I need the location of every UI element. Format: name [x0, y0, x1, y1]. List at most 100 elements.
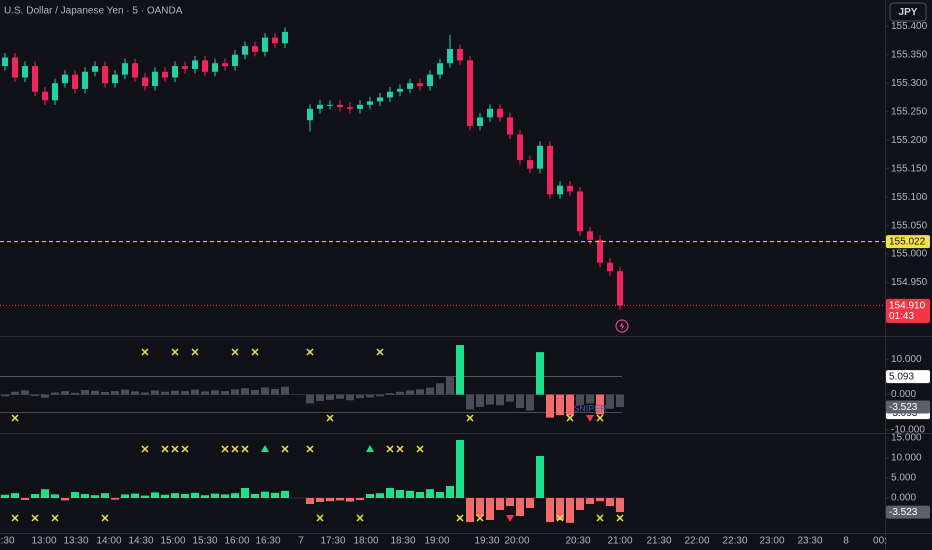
histogram-bar — [1, 494, 9, 498]
alert-circle[interactable] — [615, 319, 629, 333]
histogram-bar — [466, 498, 474, 522]
histogram-bar — [416, 492, 424, 498]
histogram-bar — [496, 394, 504, 406]
signal-up-triangle — [261, 445, 269, 452]
signal-cross — [241, 445, 249, 453]
y-tick-label: 155.200 — [891, 135, 928, 146]
candle-body — [232, 54, 238, 67]
histogram-bar — [556, 394, 564, 416]
y-tick-label: 0.000 — [891, 493, 916, 504]
histogram-bar — [111, 498, 119, 500]
signal-cross — [231, 348, 239, 356]
histogram-bar — [336, 498, 344, 501]
candle-body — [32, 66, 38, 92]
candle-body — [437, 63, 443, 75]
time-label: 16:30 — [255, 536, 280, 547]
signal-cross — [191, 348, 199, 356]
histogram-bar — [11, 391, 19, 395]
histogram-bar — [416, 389, 424, 395]
symbol-title: U.S. Dollar / Japanese Yen · 5 · OANDA — [4, 6, 183, 17]
histogram-bar — [231, 493, 239, 498]
histogram-bar — [376, 394, 384, 397]
candle-body — [517, 134, 523, 161]
candle-body — [262, 37, 268, 52]
histogram-bar — [516, 498, 524, 516]
histogram-bar — [426, 489, 434, 498]
signal-up-triangle — [366, 445, 374, 452]
candle-body — [272, 37, 278, 44]
y-tick-label: 155.250 — [891, 106, 928, 117]
histogram-bar — [91, 495, 99, 498]
candle-body — [202, 60, 208, 72]
time-label: 22:30 — [722, 536, 747, 547]
histogram-bar — [456, 345, 464, 395]
time-label: 23:30 — [797, 536, 822, 547]
histogram-bar — [101, 392, 109, 395]
histogram-bar — [546, 498, 554, 522]
candle-body — [487, 108, 493, 118]
candle-body — [102, 66, 108, 84]
histogram-bar — [231, 389, 239, 395]
time-label: 20:00 — [504, 536, 529, 547]
histogram-bar — [586, 394, 594, 404]
signal-cross — [326, 414, 334, 422]
candle-body — [62, 74, 68, 84]
currency-button[interactable] — [889, 2, 927, 22]
candle-body — [407, 83, 413, 89]
time-label: 14:00 — [96, 536, 121, 547]
signal-cross — [616, 514, 624, 522]
candle-body — [222, 63, 228, 67]
candle-body — [527, 160, 533, 169]
histogram-bar — [271, 492, 279, 498]
histogram-bar — [436, 383, 444, 395]
histogram-bar — [171, 493, 179, 498]
candle-body — [447, 48, 453, 64]
histogram-bar — [506, 394, 514, 402]
candle-body — [537, 145, 543, 169]
histogram-bar — [466, 394, 474, 410]
time-label: 13:00 — [31, 536, 56, 547]
histogram-bar — [426, 387, 434, 395]
signal-cross — [466, 414, 474, 422]
currency-button-label[interactable]: JPY — [899, 7, 918, 18]
time-label: 19:00 — [424, 536, 449, 547]
histogram-bar — [386, 393, 394, 395]
last-value-tag: -3.523 — [889, 402, 918, 413]
alert-bolt[interactable] — [619, 321, 625, 331]
histogram-bar — [181, 391, 189, 395]
histogram-bar — [121, 389, 129, 395]
candle-body — [162, 71, 168, 78]
band-tag-box — [886, 370, 930, 384]
time-label: 12:30 — [0, 536, 15, 547]
histogram-bar — [251, 389, 259, 395]
histogram-bar — [51, 494, 59, 498]
signal-cross — [386, 445, 394, 453]
histogram-bar — [11, 493, 19, 498]
histogram-bar — [161, 391, 169, 395]
candle-body — [397, 88, 403, 92]
last-value-tag-box — [886, 400, 930, 414]
price-tag: 154.910 — [889, 301, 926, 312]
histogram-bar — [556, 498, 564, 520]
histogram-bar — [446, 486, 454, 498]
histogram-bar — [406, 490, 414, 498]
time-label: 15:00 — [160, 536, 185, 547]
histogram-bar — [536, 456, 544, 498]
histogram-bar — [616, 394, 624, 408]
candle-body — [122, 63, 128, 75]
signal-cross — [456, 514, 464, 522]
histogram-bar — [191, 492, 199, 498]
time-label: 17:30 — [320, 536, 345, 547]
time-label: 19:30 — [474, 536, 499, 547]
histogram-bar — [546, 394, 554, 418]
alert-icon[interactable] — [615, 319, 629, 333]
histogram-bar — [436, 492, 444, 498]
histogram-bar — [366, 394, 374, 398]
histogram-bar — [396, 490, 404, 498]
histogram-bar — [1, 394, 9, 397]
time-label: 00: — [873, 536, 887, 547]
histogram-bar — [476, 394, 484, 407]
histogram-bar — [596, 394, 604, 415]
histogram-bar — [606, 498, 614, 506]
